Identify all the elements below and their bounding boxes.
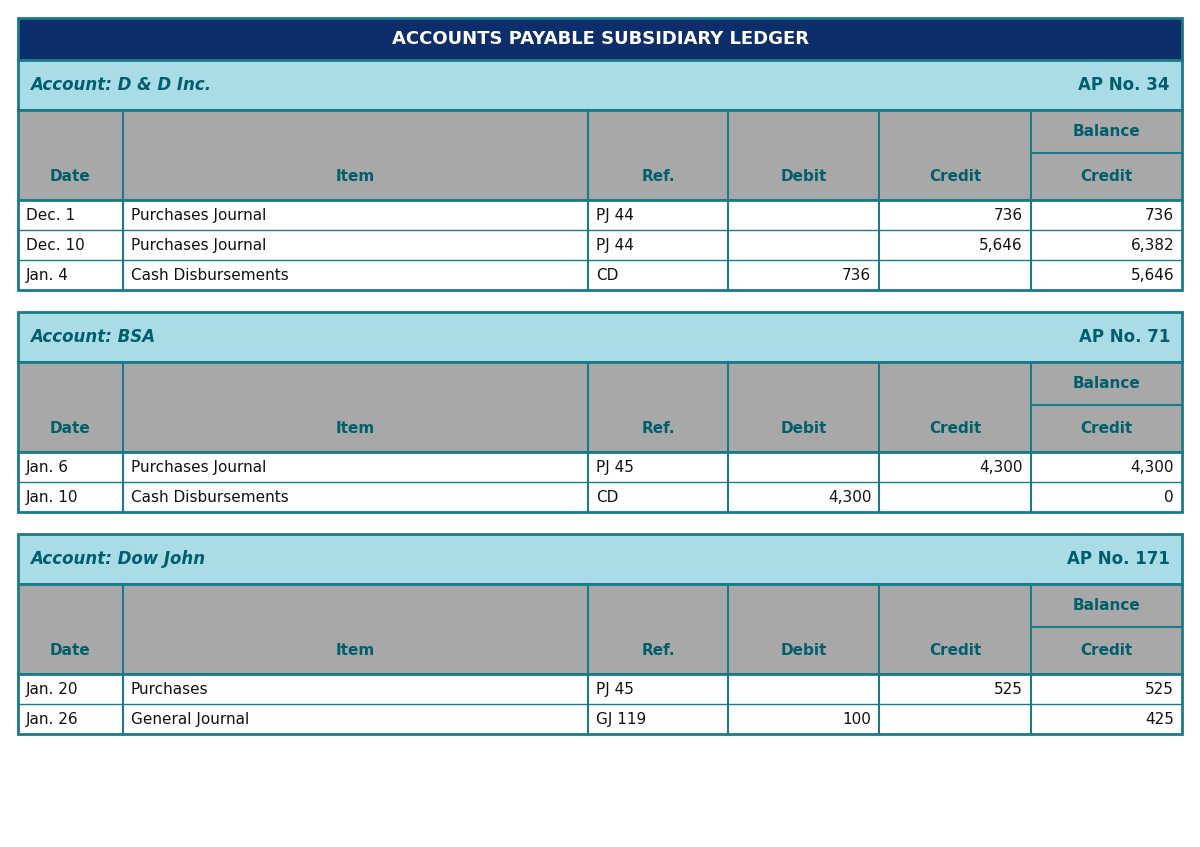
Text: AP No. 71: AP No. 71 [1079,328,1170,346]
Text: Debit: Debit [780,169,827,184]
Text: Balance: Balance [1073,376,1140,391]
Text: Purchases Journal: Purchases Journal [131,208,266,223]
Text: Account: Dow John: Account: Dow John [30,550,205,568]
Text: Credit: Credit [929,169,982,184]
Text: PJ 44: PJ 44 [596,237,635,252]
Text: 736: 736 [994,208,1022,223]
Text: 5,646: 5,646 [979,237,1022,252]
Text: 525: 525 [994,682,1022,696]
Text: GJ 119: GJ 119 [596,711,647,727]
Text: Item: Item [336,643,376,658]
Bar [18,60,1182,110]
Text: 4,300: 4,300 [828,490,871,505]
Text: 5,646: 5,646 [1130,268,1174,283]
Text: AP No. 171: AP No. 171 [1067,550,1170,568]
Text: Account: D & D Inc.: Account: D & D Inc. [30,76,211,94]
Text: 4,300: 4,300 [1130,460,1174,474]
Text: Jan. 20: Jan. 20 [26,682,78,696]
Text: Purchases: Purchases [131,682,209,696]
Text: 425: 425 [1145,711,1174,727]
Text: PJ 45: PJ 45 [596,460,635,474]
Text: 736: 736 [1145,208,1174,223]
Text: Credit: Credit [1080,421,1133,436]
Text: PJ 45: PJ 45 [596,682,635,696]
Text: AP No. 34: AP No. 34 [1079,76,1170,94]
Text: ACCOUNTS PAYABLE SUBSIDIARY LEDGER: ACCOUNTS PAYABLE SUBSIDIARY LEDGER [391,30,809,48]
Text: PJ 44: PJ 44 [596,208,635,223]
Bar [18,452,1182,512]
Text: Jan. 26: Jan. 26 [26,711,79,727]
Text: Credit: Credit [1080,169,1133,184]
Bar [18,362,1182,452]
Bar [18,534,1182,584]
Text: Item: Item [336,169,376,184]
Text: 100: 100 [842,711,871,727]
Text: Jan. 6: Jan. 6 [26,460,70,474]
Text: Item: Item [336,421,376,436]
Text: Dec. 1: Dec. 1 [26,208,76,223]
Text: 0: 0 [1164,490,1174,505]
Text: Purchases Journal: Purchases Journal [131,237,266,252]
Text: Credit: Credit [929,643,982,658]
Text: 6,382: 6,382 [1130,237,1174,252]
Bar [18,312,1182,362]
Text: Ref.: Ref. [642,421,674,436]
Text: 525: 525 [1145,682,1174,696]
Text: Cash Disbursements: Cash Disbursements [131,268,288,283]
Text: Jan. 4: Jan. 4 [26,268,68,283]
Text: Credit: Credit [1080,643,1133,658]
Text: CD: CD [596,490,619,505]
Text: Ref.: Ref. [642,169,674,184]
Text: Credit: Credit [929,421,982,436]
Text: Debit: Debit [780,421,827,436]
Text: Cash Disbursements: Cash Disbursements [131,490,288,505]
Text: 4,300: 4,300 [979,460,1022,474]
Text: Jan. 10: Jan. 10 [26,490,78,505]
Bar [18,110,1182,200]
Text: Balance: Balance [1073,598,1140,613]
Bar [18,200,1182,290]
Text: Account: BSA: Account: BSA [30,328,155,346]
Bar [18,584,1182,674]
Text: Purchases Journal: Purchases Journal [131,460,266,474]
Text: General Journal: General Journal [131,711,250,727]
Bar [18,674,1182,734]
Text: CD: CD [596,268,619,283]
Text: Date: Date [50,421,91,436]
Text: Dec. 10: Dec. 10 [26,237,85,252]
Text: Date: Date [50,643,91,658]
Text: Ref.: Ref. [642,643,674,658]
Bar [18,18,1182,60]
Text: Debit: Debit [780,643,827,658]
Text: Balance: Balance [1073,125,1140,139]
Text: Date: Date [50,169,91,184]
Text: 736: 736 [842,268,871,283]
